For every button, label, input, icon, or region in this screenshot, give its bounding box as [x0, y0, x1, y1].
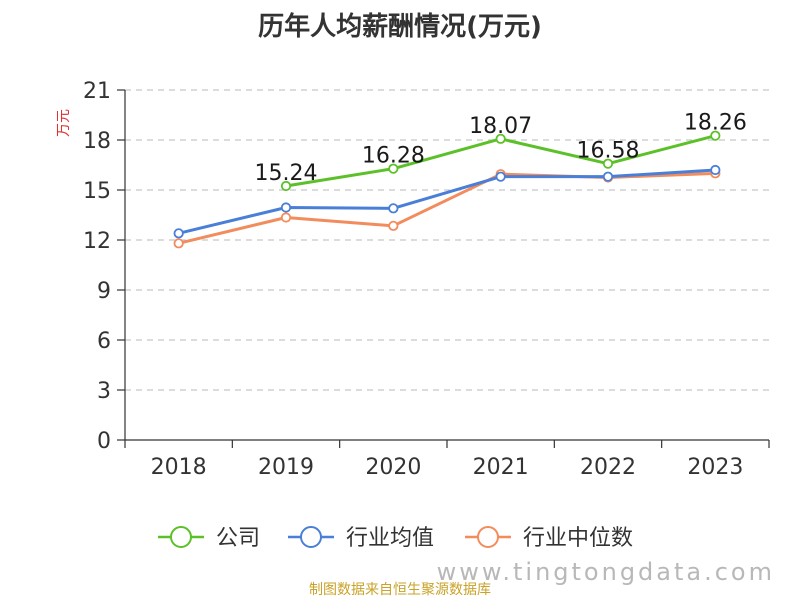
data-point [388, 220, 399, 231]
legend: 公司 行业均值 行业中位数 [158, 526, 633, 551]
data-label: 16.58 [577, 139, 640, 164]
data-label: 15.24 [255, 161, 318, 186]
x-tick-label: 2020 [365, 455, 421, 480]
y-tick-label: 0 [97, 429, 111, 454]
x-tick-label: 2021 [473, 455, 529, 480]
data-point [710, 130, 721, 141]
x-tick-label: 2018 [151, 455, 207, 480]
y-tick-label: 3 [97, 379, 111, 404]
watermark: www.tingtongdata.com [437, 558, 775, 586]
data-label: 16.28 [362, 144, 425, 169]
data-point [173, 228, 184, 239]
data-point [388, 163, 399, 174]
axes: 0 3 6 9 12 15 18 21 2018 2019 2020 2021 2022 2023 [83, 79, 770, 480]
y-tick-label: 12 [83, 229, 111, 254]
chart-title: 历年人均薪酬情况(万元) [258, 11, 542, 42]
data-point [495, 171, 506, 182]
y-tick-label: 15 [83, 179, 111, 204]
data-label: 18.26 [684, 111, 747, 136]
data-label: 18.07 [469, 114, 532, 139]
series-line [178, 168, 716, 235]
data-point [388, 203, 399, 214]
x-tick-label: 2022 [580, 455, 636, 480]
data-labels: 15.24 16.28 18.07 16.58 18.26 [255, 111, 747, 186]
data-point [602, 158, 614, 169]
y-tick-label: 18 [83, 129, 111, 154]
y-tick-label: 9 [97, 279, 111, 304]
legend-marker [170, 526, 192, 548]
data-point [495, 133, 506, 144]
data-point [280, 180, 292, 192]
series [173, 130, 721, 249]
data-point [173, 238, 184, 249]
y-tick-label: 6 [97, 329, 111, 354]
data-point [280, 202, 292, 213]
legend-label: 行业均值 [346, 526, 434, 551]
legend-marker [300, 526, 322, 548]
grid-lines [125, 89, 769, 391]
y-axis-label: 万元 [56, 109, 72, 137]
legend-marker [477, 526, 499, 548]
x-tick-label: 2019 [258, 455, 314, 480]
data-point [710, 164, 721, 176]
legend-label: 公司 [216, 526, 260, 551]
data-point [280, 212, 292, 223]
x-tick-label: 2023 [687, 455, 743, 480]
data-point [602, 171, 614, 182]
y-tick-label: 21 [83, 79, 111, 104]
legend-label: 行业中位数 [523, 526, 633, 551]
source-note: 制图数据来自恒生聚源数据库 [309, 582, 491, 598]
